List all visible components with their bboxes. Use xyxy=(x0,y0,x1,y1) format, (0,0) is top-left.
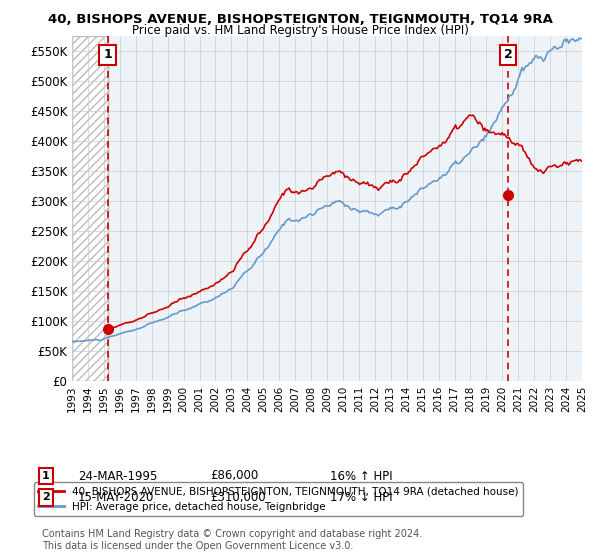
Text: £310,000: £310,000 xyxy=(210,491,266,504)
Text: 17% ↓ HPI: 17% ↓ HPI xyxy=(330,491,392,504)
Text: 2: 2 xyxy=(504,49,512,62)
Text: 24-MAR-1995: 24-MAR-1995 xyxy=(78,469,157,483)
Text: 1: 1 xyxy=(103,49,112,62)
Legend: 40, BISHOPS AVENUE, BISHOPSTEIGNTON, TEIGNMOUTH, TQ14 9RA (detached house), HPI:: 40, BISHOPS AVENUE, BISHOPSTEIGNTON, TEI… xyxy=(34,483,523,516)
Text: £86,000: £86,000 xyxy=(210,469,258,483)
Text: Price paid vs. HM Land Registry's House Price Index (HPI): Price paid vs. HM Land Registry's House … xyxy=(131,24,469,37)
Text: 16% ↑ HPI: 16% ↑ HPI xyxy=(330,469,392,483)
Text: 15-MAY-2020: 15-MAY-2020 xyxy=(78,491,154,504)
Text: 40, BISHOPS AVENUE, BISHOPSTEIGNTON, TEIGNMOUTH, TQ14 9RA: 40, BISHOPS AVENUE, BISHOPSTEIGNTON, TEI… xyxy=(47,13,553,26)
Text: 1: 1 xyxy=(42,471,50,481)
Text: 2: 2 xyxy=(42,492,50,502)
Text: Contains HM Land Registry data © Crown copyright and database right 2024.
This d: Contains HM Land Registry data © Crown c… xyxy=(42,529,422,551)
